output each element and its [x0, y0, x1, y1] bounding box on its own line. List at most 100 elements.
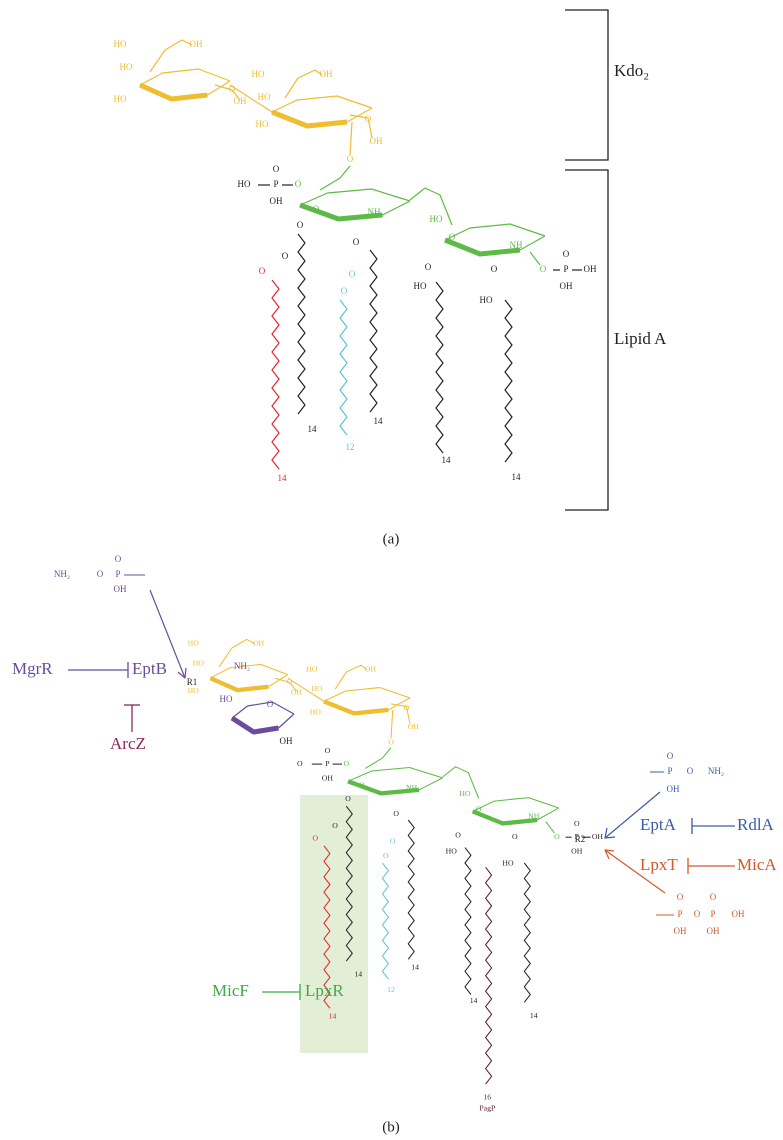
panel-b-annotations: NH₂HOOHOR1R2NH₂OPOOHOPONH₂OHOPOPOOHOHOHM… — [12, 554, 777, 1000]
bond — [465, 848, 471, 995]
bond — [419, 778, 443, 790]
atom-label: O — [383, 851, 389, 860]
bond — [272, 280, 279, 469]
atom-label: O — [455, 830, 461, 839]
atom-label: O — [667, 751, 674, 761]
atom-label: O — [694, 909, 701, 919]
atom-label: O — [390, 836, 396, 845]
atom-label: OH — [571, 847, 583, 856]
atom-label: OH — [234, 96, 247, 106]
atom-label: OH — [592, 832, 604, 841]
atom-label: O — [349, 269, 356, 279]
atom-label: OH — [320, 69, 333, 79]
atom-label: HO — [193, 658, 205, 667]
atom-label: O — [267, 699, 274, 709]
atom-label: OH — [408, 722, 420, 731]
atom-label: P — [325, 759, 329, 768]
atom-label: HO — [252, 69, 265, 79]
atom-label: NH₂ — [234, 661, 250, 671]
atom-label: O — [332, 821, 338, 830]
bond — [436, 282, 443, 453]
atom-label: OH — [365, 664, 377, 673]
regulator: LpxR — [305, 981, 344, 1000]
bond — [140, 85, 208, 99]
bond — [232, 718, 279, 732]
regulator: LpxT — [640, 855, 678, 874]
atom-label: O — [365, 114, 372, 124]
atom-label: O — [574, 819, 580, 828]
atom-label: HO — [258, 92, 271, 102]
regulator: EptB — [132, 659, 167, 678]
atom-label: O — [554, 832, 560, 841]
chain-length: 14 — [411, 963, 419, 972]
bond — [391, 710, 393, 738]
atom-label: HO — [502, 859, 514, 868]
atom-label: O — [273, 164, 280, 174]
bond — [232, 702, 294, 718]
bond — [150, 40, 192, 72]
atom-label: OH — [707, 926, 720, 936]
atom-label: HO — [306, 664, 318, 673]
atom-label: HO — [188, 686, 200, 695]
atom-label: OH — [370, 136, 383, 146]
atom-label: HO — [238, 179, 251, 189]
atom-label: NH — [368, 207, 381, 217]
atom-label: OH — [190, 39, 203, 49]
page: {"panel_a":{"label":"(a)","brackets":["K… — [0, 0, 783, 1140]
substituent: R2 — [575, 834, 586, 844]
substituent: R1 — [187, 677, 198, 687]
bond — [285, 70, 322, 98]
atom-label: O — [687, 766, 694, 776]
bond — [340, 300, 347, 435]
bond — [140, 69, 230, 85]
atom-label: O — [313, 204, 320, 214]
atom-label: OH — [667, 784, 680, 794]
atom-label: HO — [430, 214, 443, 224]
atom-label: OH — [270, 196, 283, 206]
regulator: EptA — [640, 815, 677, 834]
chain-length: 14 — [442, 455, 452, 465]
bond — [324, 701, 389, 713]
chain-length: 14 — [530, 1011, 538, 1020]
bracket-label: Kdo₂ — [614, 61, 649, 80]
atom-label: O — [295, 179, 302, 189]
atom-label: O — [297, 220, 304, 230]
chain-length: 16 — [483, 1093, 491, 1102]
atom-label: HO — [120, 62, 133, 72]
bond — [370, 250, 377, 412]
bond — [324, 688, 410, 702]
bracket — [565, 170, 608, 510]
chain-length: 14 — [329, 1012, 337, 1021]
atom-label: O — [282, 251, 289, 261]
bond — [272, 96, 372, 112]
atom-label: O — [259, 266, 266, 276]
atom-label: O — [449, 232, 456, 242]
chain-length: 14 — [308, 424, 318, 434]
chain-length: 14 — [470, 996, 478, 1005]
atom-label: O — [353, 237, 360, 247]
chain-length: 14 — [354, 970, 362, 979]
atom-label: O — [491, 264, 498, 274]
bracket-label: Lipid A — [614, 329, 667, 348]
atom-label: NH — [528, 811, 540, 820]
atom-label: HO — [114, 94, 127, 104]
bond — [350, 122, 352, 155]
bond — [335, 665, 367, 689]
atom-label: NH — [406, 783, 418, 792]
atom-label: O — [287, 677, 293, 686]
bond — [408, 820, 414, 959]
chain-label: PagP — [479, 1104, 495, 1113]
bond — [445, 224, 545, 240]
atom-label: P — [677, 909, 682, 919]
bond — [279, 714, 295, 728]
chain-length: 14 — [512, 472, 522, 482]
atom-label: P — [710, 909, 715, 919]
atom-label: P — [563, 264, 568, 274]
bond — [383, 201, 411, 215]
bond — [505, 300, 512, 462]
atom-label: OH — [322, 774, 334, 783]
bond — [272, 112, 347, 126]
atom-label: OH — [732, 909, 745, 919]
